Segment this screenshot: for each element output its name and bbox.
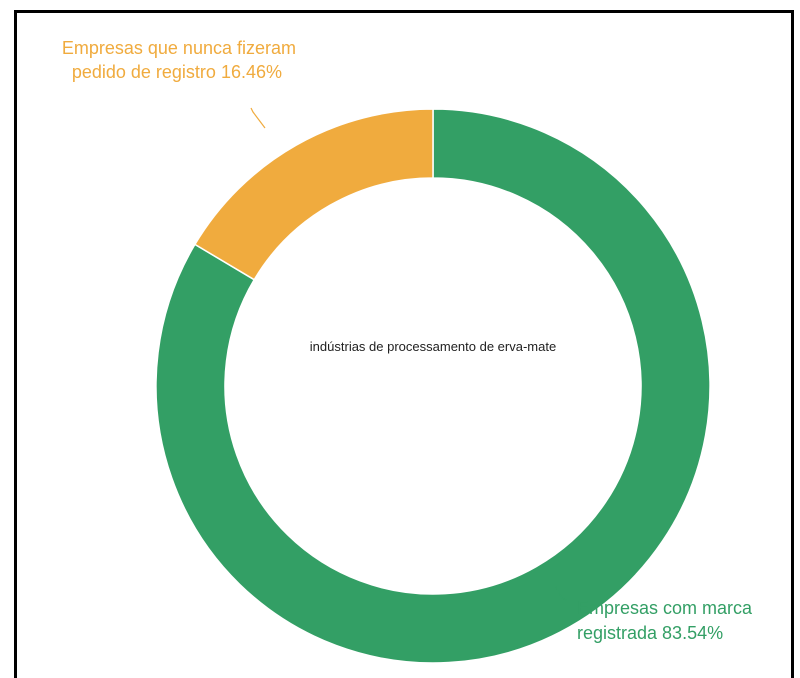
leader-line-registered xyxy=(555,586,567,601)
slice-label-unregistered-line1: Empresas que nunca fizeram xyxy=(62,38,296,58)
chart-frame xyxy=(14,10,794,678)
donut-slices xyxy=(155,108,711,664)
slice-registered xyxy=(155,108,711,664)
slice-label-registered-line1: Empresas com marca xyxy=(577,598,753,618)
slice-unregistered xyxy=(193,108,434,281)
center-label: indústrias de processamento de erva-mate xyxy=(310,339,556,354)
slice-label-registered-line2: registrada 83.54% xyxy=(577,623,723,643)
slice-label-unregistered-line2: pedido de registro 16.46% xyxy=(72,62,282,82)
leader-line-unregistered xyxy=(250,107,266,129)
